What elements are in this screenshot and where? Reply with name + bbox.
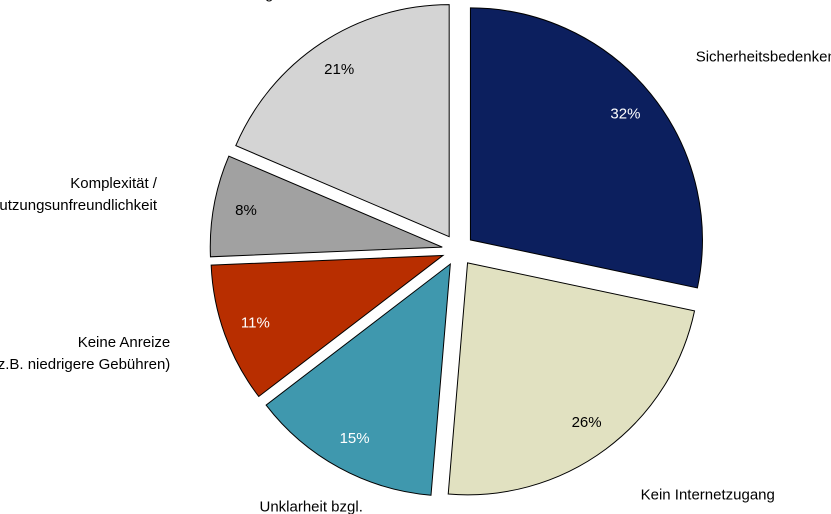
- category-label-line: Sicherheitsbedenken: [696, 48, 831, 65]
- pie-slice: [447, 262, 696, 496]
- category-label: Kein Internetzugang: [641, 487, 775, 504]
- category-label: Sonstiges: [223, 0, 289, 3]
- category-label: Komplexität / Nutzungsunfreundlichkeit: [0, 175, 158, 214]
- category-label-line: Sonstiges: [223, 0, 289, 3]
- pie-slice: [210, 254, 445, 398]
- category-label-line: (z.B. niedrigere Gebühren): [0, 356, 170, 373]
- pie-slice: [265, 262, 451, 496]
- value-label: 21%: [324, 61, 354, 78]
- category-label-line: Nutzungsunfreundlichkeit: [0, 197, 158, 214]
- category-label-line: Keine Anreize: [78, 334, 171, 351]
- pie-slice: [235, 4, 450, 238]
- category-label-line: Komplexität /: [70, 175, 158, 192]
- value-label: 32%: [610, 105, 640, 122]
- category-label: Unklarheit bzgl.Dienstleistungsangebot: [233, 498, 390, 514]
- category-label-line: Unklarheit bzgl.: [259, 498, 362, 514]
- category-label: Sicherheitsbedenken: [696, 48, 831, 65]
- value-label: 11%: [241, 314, 270, 331]
- value-label: 8%: [235, 202, 257, 219]
- pie-slice: [209, 155, 443, 258]
- category-label-line: Kein Internetzugang: [641, 487, 775, 504]
- value-label: 26%: [572, 414, 602, 431]
- value-label: 15%: [340, 430, 370, 447]
- category-label: Keine Anreize (z.B. niedrigere Gebühren): [0, 334, 170, 373]
- pie-slice: [469, 7, 703, 289]
